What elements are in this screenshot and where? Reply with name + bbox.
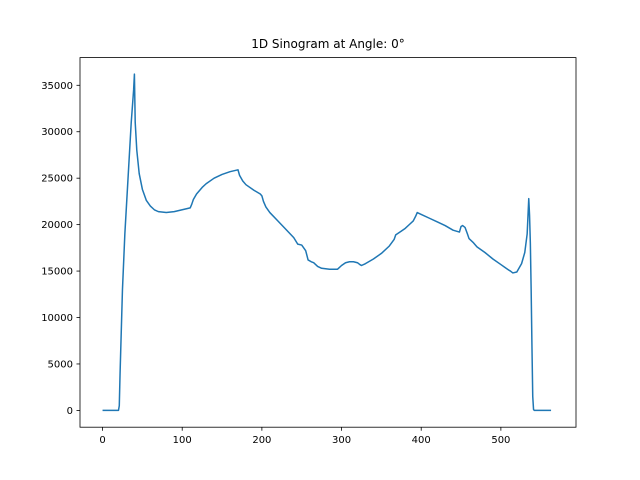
y-tick-label: 0 [67, 406, 73, 417]
y-tick-label: 15000 [41, 267, 73, 278]
chart-title: 1D Sinogram at Angle: 0° [251, 37, 405, 51]
y-tick-label: 25000 [41, 174, 73, 185]
y-tick-label: 20000 [41, 220, 73, 231]
axes-frame [79, 57, 577, 428]
series-line [102, 73, 552, 412]
axis-ticks: 0 100 200 300 400 500050001000015000200002500… [41, 81, 510, 446]
x-tick-label: 500 [491, 435, 510, 446]
y-tick-label: 35000 [41, 81, 73, 92]
x-tick-label: 100 [173, 435, 192, 446]
x-tick-label: 400 [412, 435, 431, 446]
x-tick-label: 0 [99, 435, 105, 446]
x-tick-label: 200 [252, 435, 271, 446]
x-tick-label: 300 [332, 435, 351, 446]
y-tick-label: 30000 [41, 127, 73, 138]
y-tick-label: 5000 [48, 359, 73, 370]
y-tick-label: 10000 [41, 313, 73, 324]
plot-area [102, 73, 552, 412]
